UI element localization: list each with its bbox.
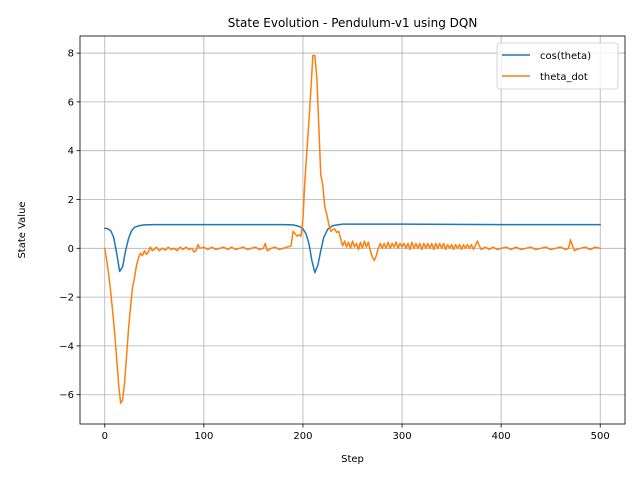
legend: cos(theta) theta_dot (496, 42, 619, 90)
x-tick-label: 500 (591, 431, 610, 442)
y-tick-label: 0 (68, 244, 74, 255)
x-tick-label: 100 (194, 431, 213, 442)
legend-label: theta_dot (540, 72, 588, 83)
x-tick-label: 0 (102, 431, 108, 442)
series-line-0 (104, 223, 601, 274)
y-tick-label: 2 (68, 195, 74, 206)
x-tick-label: 300 (392, 431, 411, 442)
y-axis-title: State Value (17, 201, 28, 258)
chart-title: State Evolution - Pendulum-v1 using DQN (228, 16, 478, 30)
x-tick-label: 200 (293, 431, 312, 442)
y-tick-label: 4 (68, 146, 74, 157)
y-tick-label: −4 (59, 341, 74, 352)
series-lines (104, 54, 601, 405)
x-axis-title: Step (341, 454, 364, 465)
y-tick-label: 8 (68, 49, 74, 60)
series-line-1 (104, 54, 601, 405)
axis-ticks: 0 100 200 300 400 500 −6 −4 −2 0 2 4 6 8 (59, 49, 610, 442)
x-tick-label: 400 (492, 431, 511, 442)
legend-label: cos(theta) (540, 51, 591, 62)
y-tick-label: −6 (59, 390, 74, 401)
plot-frame (79, 35, 626, 425)
y-tick-label: 6 (68, 97, 74, 108)
y-tick-label: −2 (59, 293, 74, 304)
